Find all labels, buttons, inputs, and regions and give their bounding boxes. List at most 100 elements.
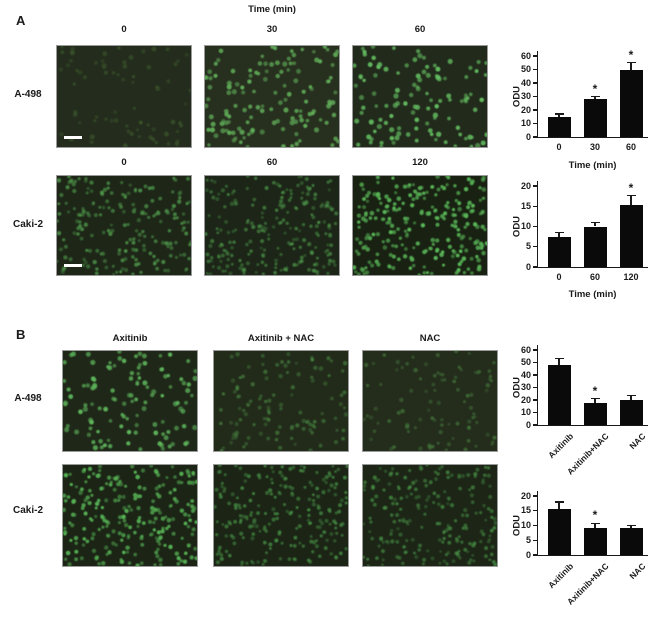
bar-chart-b-caki2: 0 5 10 15 20 ODU Axitinib * Axitinib+NAC NAC (505, 485, 650, 618)
micrograph-b-a498-axitinib (62, 350, 198, 452)
col-header-a498-t60: 60 (414, 24, 426, 35)
bar (583, 528, 607, 555)
y-tick-mark (533, 122, 537, 125)
row-label-caki2: Caki-2 (12, 219, 43, 230)
micrograph-svg (57, 46, 191, 147)
y-axis-title: ODU (511, 85, 523, 107)
time-axis-header: Time (min) (248, 4, 296, 15)
y-axis-title: ODU (511, 215, 523, 237)
y-tick-mark (533, 411, 537, 414)
y-tick-mark (533, 374, 537, 376)
y-tick-label: 0 (525, 131, 531, 142)
col-header-nac: NAC (419, 333, 441, 344)
y-tick-label: 20 (520, 104, 531, 115)
y-axis-line (537, 51, 539, 137)
x-axis-line (537, 137, 648, 139)
error-bar (558, 358, 560, 365)
y-tick-mark (533, 109, 537, 111)
bar-chart-b-a498: 0 10 20 30 40 50 60 ODU Axitinib * Axitinib+NAC NAC (505, 340, 650, 480)
y-tick-label: 20 (520, 180, 531, 191)
micrograph-a498-t30 (204, 45, 340, 148)
y-tick-mark (533, 95, 537, 98)
y-tick-mark (533, 266, 537, 268)
error-bar (558, 232, 560, 237)
y-tick-label: 0 (525, 419, 531, 430)
x-tick-label: 60 (589, 272, 600, 282)
y-tick-mark (533, 361, 537, 364)
bar (547, 236, 571, 267)
x-tick-label: 60 (625, 142, 636, 152)
error-bar-cap (626, 62, 636, 64)
micrograph-svg (63, 351, 197, 451)
micrograph-svg (353, 46, 487, 147)
y-tick-label: 0 (525, 549, 531, 560)
micrograph-caki2-t120 (352, 175, 488, 276)
y-axis-line (537, 345, 539, 425)
error-bar (594, 523, 596, 529)
micrograph-b-caki2-axitinib (62, 464, 198, 567)
scale-bar (64, 136, 82, 139)
y-tick-label: 20 (520, 490, 531, 501)
col-header-axitinib: Axitinib (112, 333, 148, 344)
col-header-axitinib-nac: Axitinib + NAC (247, 333, 315, 344)
y-tick-label: 40 (520, 77, 531, 88)
y-tick-label: 5 (525, 534, 531, 545)
micrograph-b-caki2-nac (362, 464, 498, 567)
y-tick-label: 0 (525, 261, 531, 272)
x-tick-label: 0 (556, 142, 562, 152)
significance-asterisk: * (592, 508, 598, 523)
bar (547, 116, 571, 137)
error-bar-cap (590, 95, 600, 98)
y-tick-label: 30 (520, 91, 531, 101)
micrograph-svg (214, 351, 348, 451)
row-label-b-a498: A-498 (14, 393, 42, 404)
y-tick-label: 15 (520, 505, 531, 516)
micrograph-svg (353, 176, 487, 275)
col-header-a498-t0: 0 (121, 24, 127, 35)
y-tick-label: 50 (520, 64, 531, 74)
y-tick-label: 20 (520, 394, 531, 405)
significance-asterisk: * (592, 81, 598, 96)
x-axis-line (537, 425, 648, 427)
micrograph-svg (363, 465, 497, 566)
bar (547, 365, 571, 425)
error-bar (594, 222, 596, 227)
significance-asterisk: * (628, 180, 634, 195)
bar (583, 226, 607, 267)
y-tick-mark (533, 136, 537, 138)
x-axis-line (537, 267, 648, 269)
error-bar (630, 195, 632, 206)
col-header-caki2-t120: 120 (412, 157, 428, 168)
bar (583, 402, 607, 425)
error-bar-cap (554, 231, 564, 234)
bar (619, 69, 643, 137)
y-tick-mark (533, 524, 537, 527)
bar (619, 528, 643, 555)
micrograph-svg (205, 46, 339, 147)
x-axis-title: Time (min) (568, 160, 617, 171)
y-tick-label: 10 (520, 118, 531, 128)
y-tick-label: 10 (520, 221, 531, 231)
panel-a-label: A (16, 13, 26, 28)
x-axis-line (537, 555, 648, 557)
scale-bar (64, 264, 82, 267)
micrograph-b-a498-nac (362, 350, 498, 452)
significance-asterisk: * (628, 47, 634, 62)
y-tick-mark (533, 349, 537, 351)
micrograph-b-caki2-axitinib-nac (213, 464, 349, 567)
error-bar-cap (590, 522, 600, 525)
error-bar (630, 62, 632, 70)
x-tick-label: Axitinib (545, 431, 576, 461)
y-tick-mark (533, 424, 537, 426)
error-bar (558, 501, 560, 510)
x-tick-label: NAC (626, 431, 648, 452)
y-tick-mark (533, 82, 537, 84)
y-axis-title: ODU (511, 514, 523, 536)
micrograph-b-a498-axitinib-nac (213, 350, 349, 452)
micrograph-svg (214, 465, 348, 566)
y-tick-mark (533, 386, 537, 389)
x-tick-label: NAC (626, 561, 648, 582)
error-bar (594, 96, 596, 100)
error-bar-cap (554, 501, 564, 503)
panel-b-label: B (16, 327, 26, 342)
